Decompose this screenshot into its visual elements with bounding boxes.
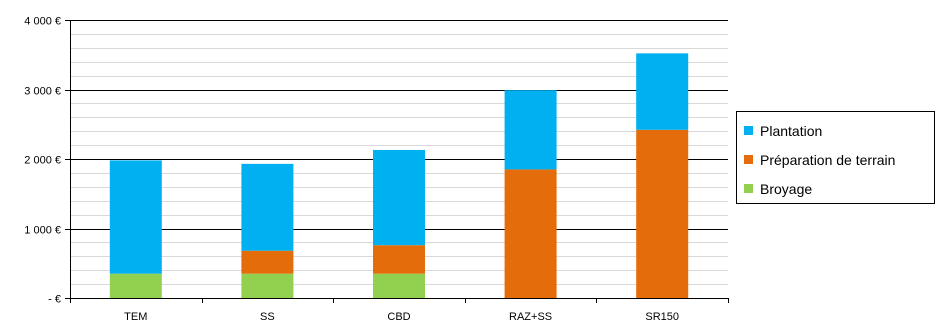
legend-label: Préparation de terrain xyxy=(760,152,895,168)
x-tick-label: CBD xyxy=(387,311,410,323)
bar-segment xyxy=(373,149,425,246)
bar-segment xyxy=(373,245,425,274)
bar-segment xyxy=(636,53,689,130)
bar-segment xyxy=(241,163,294,251)
x-tick-label: SR150 xyxy=(645,311,679,323)
bar-segment xyxy=(636,129,689,298)
bar-segment xyxy=(504,169,557,298)
legend-swatch xyxy=(744,184,753,193)
legend: Plantation Préparation de terrain Broyage xyxy=(736,111,935,204)
y-tick-label: 3 000 € xyxy=(24,86,61,98)
x-tick-label: SS xyxy=(260,311,275,323)
legend-label: Broyage xyxy=(760,181,812,197)
bar-segment xyxy=(109,273,162,298)
bar-segment xyxy=(109,160,162,274)
axes xyxy=(65,20,729,303)
x-tick-label: TEM xyxy=(124,311,147,323)
bar-segment xyxy=(241,250,294,274)
legend-box xyxy=(736,111,935,204)
y-tick-label: - € xyxy=(48,294,61,306)
bar-segment xyxy=(504,90,557,170)
legend-label: Plantation xyxy=(760,123,822,139)
y-tick-label: 2 000 € xyxy=(24,155,61,167)
bars xyxy=(109,53,689,298)
y-tick-label: 1 000 € xyxy=(24,225,61,237)
legend-swatch xyxy=(744,155,753,164)
x-tick-labels: TEM SS CBD RAZ+SS SR150 xyxy=(124,311,679,323)
y-tick-label: 4 000 € xyxy=(24,16,61,28)
y-tick-labels: - € 1 000 € 2 000 € 3 000 € 4 000 € xyxy=(24,16,61,306)
x-tick-label: RAZ+SS xyxy=(509,311,552,323)
bar-segment xyxy=(373,273,425,298)
legend-swatch xyxy=(744,126,753,135)
bar-segment xyxy=(241,273,294,298)
